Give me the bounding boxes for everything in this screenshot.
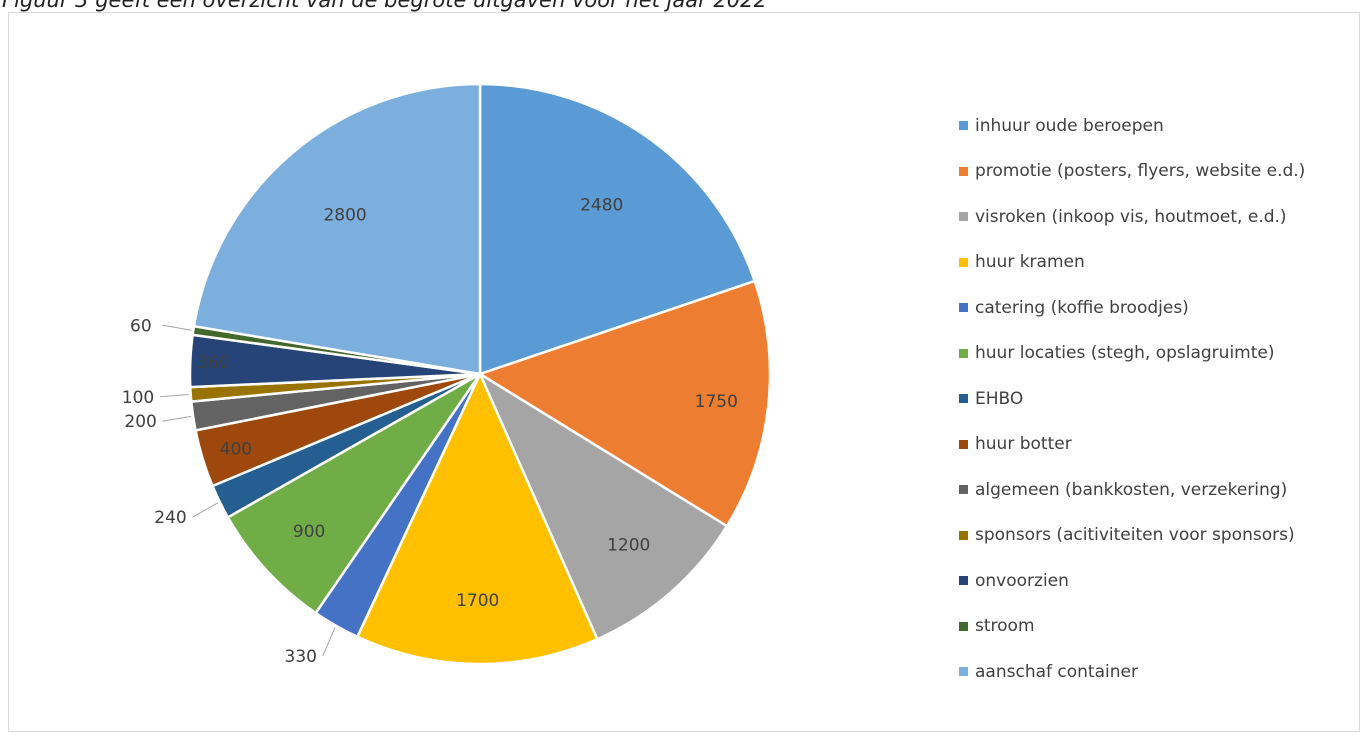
pie-slice-visroken-inkoop-vis-houtmoet-e-d: [477, 370, 729, 641]
legend-item-huur-locaties-stegh-opslagruimte: huur locaties (stegh, opslagruimte): [959, 331, 1305, 377]
legend-item-ehbo: EHBO: [959, 376, 1305, 422]
pie-slice-promotie-posters-flyers-website-e-d: [477, 279, 772, 528]
legend-swatch: [959, 576, 968, 586]
data-label-huur-kramen: 1700: [456, 591, 499, 611]
legend-label: sponsors (acitiviteiten voor sponsors): [975, 525, 1295, 546]
pie-slice-aanschaf-container: [192, 82, 482, 376]
pie-chart: 2480 1750 1200 1700 330 900 240 400 200 100 360 60 2…: [122, 82, 772, 667]
legend-swatch: [959, 257, 968, 267]
pie-slice-inhuur-oude-beroepen: [478, 82, 757, 376]
figure-caption: Figuur 3 geeft een overzicht van de begr…: [2, 0, 767, 12]
legend-swatch: [959, 121, 968, 131]
legend-item-sponsors-acitiviteiten-voor-sponsors: sponsors (acitiviteiten voor sponsors): [959, 513, 1305, 559]
data-label-huur-locaties-stegh-opslagruimte: 900: [293, 522, 325, 542]
data-label-sponsors-acitiviteiten-voor-sponsors: 100: [122, 388, 154, 408]
legend-swatch: [959, 485, 968, 495]
legend-item-visroken-inkoop-vis-houtmoet-e-d: visroken (inkoop vis, houtmoet, e.d.): [959, 194, 1305, 240]
leader-line-catering-koffie-broodjes: [322, 627, 336, 657]
pie-slice-huur-locaties-stegh-opslagruimte: [226, 372, 482, 615]
legend-label: catering (koffie broodjes): [975, 297, 1189, 318]
legend-swatch: [959, 394, 968, 404]
leader-line-algemeen-bankkosten-verzekering: [162, 415, 192, 422]
legend-swatch: [959, 530, 968, 540]
legend-label: stroom: [975, 616, 1035, 637]
legend-label: huur botter: [975, 434, 1072, 455]
legend-label: promotie (posters, flyers, website e.d.): [975, 161, 1306, 182]
legend-label: aanschaf container: [975, 661, 1138, 682]
legend-swatch: [959, 166, 968, 176]
data-label-visroken-inkoop-vis-houtmoet-e-d: 1200: [607, 535, 650, 555]
data-label-promotie-posters-flyers-website-e-d: 1750: [695, 392, 738, 412]
legend-label: visroken (inkoop vis, houtmoet, e.d.): [975, 206, 1287, 227]
legend-label: huur locaties (stegh, opslagruimte): [975, 343, 1275, 364]
leader-line-stroom: [162, 324, 192, 331]
legend-swatch: [959, 439, 968, 449]
legend-item-catering-koffie-broodjes: catering (koffie broodjes): [959, 285, 1305, 331]
legend-item-aanschaf-container: aanschaf container: [959, 649, 1305, 695]
legend-item-huur-kramen: huur kramen: [959, 240, 1305, 286]
leader-line-ehbo: [192, 502, 219, 518]
chart-legend: inhuur oude beroepen promotie (posters, f…: [959, 103, 1305, 695]
data-label-onvoorzien: 360: [197, 353, 229, 373]
data-label-algemeen-bankkosten-verzekering: 200: [124, 412, 156, 432]
legend-label: huur kramen: [975, 252, 1085, 273]
legend-swatch: [959, 621, 968, 631]
data-label-huur-botter: 400: [220, 439, 252, 459]
data-label-ehbo: 240: [154, 508, 186, 528]
legend-label: EHBO: [975, 388, 1024, 409]
legend-item-promotie-posters-flyers-website-e-d: promotie (posters, flyers, website e.d.): [959, 149, 1305, 195]
data-label-catering-koffie-broodjes: 330: [285, 647, 317, 667]
chart-area: 2480 1750 1200 1700 330 900 240 400 200 100 360 60 2…: [8, 12, 1360, 732]
legend-swatch: [959, 667, 968, 677]
legend-label: algemeen (bankkosten, verzekering): [975, 479, 1288, 500]
legend-item-inhuur-oude-beroepen: inhuur oude beroepen: [959, 103, 1305, 149]
pie-slice-huur-kramen: [355, 370, 599, 666]
legend-swatch: [959, 303, 968, 313]
legend-swatch: [959, 212, 968, 222]
legend-label: onvoorzien: [975, 570, 1069, 591]
leader-line-sponsors-acitiviteiten-voor-sponsors: [159, 394, 189, 398]
data-label-aanschaf-container: 2800: [323, 206, 366, 226]
data-label-stroom: 60: [130, 316, 152, 336]
legend-item-huur-botter: huur botter: [959, 422, 1305, 468]
data-label-inhuur-oude-beroepen: 2480: [580, 195, 623, 215]
legend-item-onvoorzien: onvoorzien: [959, 558, 1305, 604]
legend-swatch: [959, 348, 968, 358]
legend-label: inhuur oude beroepen: [975, 115, 1164, 136]
legend-item-stroom: stroom: [959, 604, 1305, 650]
legend-item-algemeen-bankkosten-verzekering: algemeen (bankkosten, verzekering): [959, 467, 1305, 513]
